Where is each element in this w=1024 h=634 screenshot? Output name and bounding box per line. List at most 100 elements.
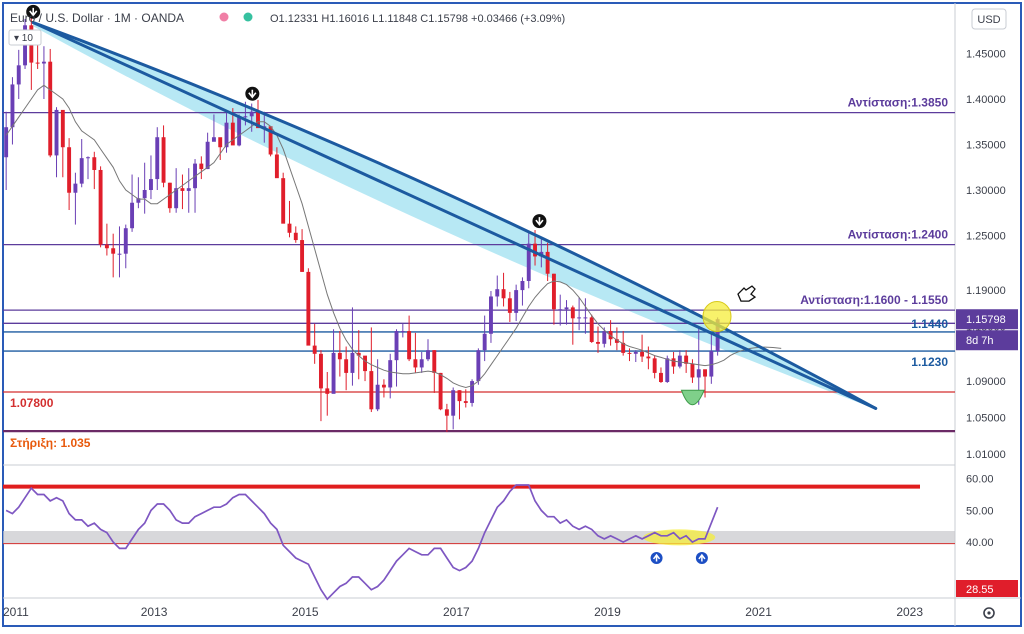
candle-body-40: [256, 111, 260, 129]
candle-body-21: [136, 198, 141, 203]
candle-body-32: [205, 141, 210, 170]
x-tick-label-2: 2015: [292, 605, 319, 619]
y-tick-label-1: 1.05000: [966, 413, 1006, 425]
candle-body-2: [16, 65, 21, 85]
candle-body-49: [312, 345, 317, 354]
level-label-7: Στήριξη: 1.035: [10, 436, 91, 450]
candle-body-19: [123, 228, 128, 254]
candle-body-22: [142, 190, 147, 199]
x-tick-label-0: 2011: [3, 605, 29, 619]
candle-body-74: [470, 381, 475, 403]
x-tick-label-1: 2013: [141, 605, 168, 619]
candle-body-34: [218, 137, 223, 148]
candle-body-17: [111, 248, 116, 254]
candle-body-60: [381, 384, 386, 388]
candle-body-112: [709, 351, 714, 377]
candle-body-46: [293, 232, 298, 241]
y-tick-label-5: 1.25000: [966, 231, 1006, 243]
rsi-up-arrow-1: [698, 553, 706, 562]
y-tick-label-7: 1.35000: [966, 140, 1006, 152]
candle-body-101: [640, 351, 645, 357]
currency-button[interactable]: USD: [971, 8, 1007, 30]
symbol-title: Euro / U.S. Dollar · 1M · OANDA: [10, 11, 184, 25]
breakout-highlight: [702, 300, 732, 332]
candle-body-26: [167, 182, 172, 209]
candle-body-90: [570, 307, 575, 319]
candle-body-72: [457, 390, 462, 402]
candle-body-82: [520, 281, 525, 291]
candle-body-105: [665, 358, 670, 383]
x-tick-label-4: 2019: [594, 605, 621, 619]
candle-body-109: [690, 363, 695, 378]
candle-body-12: [79, 158, 84, 184]
candle-body-91: [577, 317, 582, 319]
candle-body-94: [596, 341, 600, 344]
candle-body-98: [621, 342, 626, 353]
ma-badge[interactable]: ▾ 10: [8, 29, 42, 46]
rsi-tick-label-0: 40.00: [966, 537, 994, 549]
candle-body-86: [545, 251, 550, 274]
last-price-label: 1.15798: [966, 314, 1006, 326]
candle-body-62: [394, 331, 399, 361]
candle-body-10: [67, 147, 72, 193]
y-tick-label-8: 1.40000: [966, 94, 1006, 106]
currency-label: USD: [977, 14, 1000, 26]
axes: 1.010001.050001.090001.150001.190001.250…: [3, 49, 1018, 619]
level-label-6: 1.07800: [10, 396, 54, 410]
candle-body-13: [86, 157, 90, 159]
level-label-0: Αντίσταση:1.3850: [848, 96, 949, 110]
y-tick-label-4: 1.19000: [966, 285, 1006, 297]
candle-body-27: [174, 188, 179, 209]
x-tick-label-3: 2017: [443, 605, 470, 619]
level-label-2: Αντίσταση:1.1600 - 1.1550: [800, 293, 948, 307]
level-label-5: 1.1230: [911, 355, 948, 369]
candle-body-102: [646, 356, 651, 359]
candle-body-111: [703, 369, 707, 377]
y-tick-label-9: 1.45000: [966, 49, 1006, 61]
candle-body-87: [551, 273, 556, 310]
candle-body-7: [48, 61, 53, 156]
pointer-hand-icon: [737, 285, 757, 302]
rsi-last-badge: [956, 580, 1018, 597]
settings-gear-icon[interactable]: [983, 607, 995, 619]
candle-body-76: [482, 333, 487, 351]
y-tick-label-2: 1.09000: [966, 376, 1006, 388]
candle-body-104: [659, 372, 663, 383]
candle-body-11: [73, 183, 78, 193]
candle-body-59: [375, 384, 380, 410]
candle-body-50: [319, 353, 323, 389]
candle-body-66: [419, 359, 424, 368]
candle-body-39: [249, 111, 254, 117]
peak-marker-arrow-1: [248, 89, 257, 99]
candle-body-61: [388, 360, 393, 388]
ma-badge-label: ▾ 10: [14, 33, 33, 44]
status-dots: [219, 12, 253, 22]
candle-body-53: [337, 352, 342, 360]
candle-body-43: [274, 154, 279, 179]
candle-body-70: [444, 409, 449, 416]
level-label-4: 1.1440: [911, 317, 948, 331]
candle-body-35: [224, 122, 229, 148]
x-tick-label-6: 2023: [896, 605, 923, 619]
descending-trendline: [31, 21, 878, 410]
peak-marker-arrow-2: [535, 217, 544, 226]
y-tick-label-0: 1.01000: [966, 449, 1006, 461]
candle-body-93: [589, 317, 594, 342]
candle-body-6: [41, 61, 46, 64]
level-label-1: Αντίσταση:1.2400: [848, 228, 949, 242]
candle-body-18: [117, 253, 122, 255]
candle-body-33: [211, 137, 216, 142]
trendline-arc: [31, 21, 878, 410]
bottom-cup-highlight: [680, 389, 705, 406]
candle-body-75: [476, 350, 481, 382]
candle-body-83: [526, 243, 531, 281]
countdown-label: 8d 7h: [966, 335, 994, 347]
candle-body-20: [130, 202, 135, 229]
candle-body-63: [400, 331, 405, 333]
peak-marker-arrow-0: [29, 7, 38, 17]
candle-body-48: [306, 271, 311, 346]
y-tick-label-6: 1.30000: [966, 185, 1006, 197]
rsi-pane[interactable]: [3, 484, 955, 601]
